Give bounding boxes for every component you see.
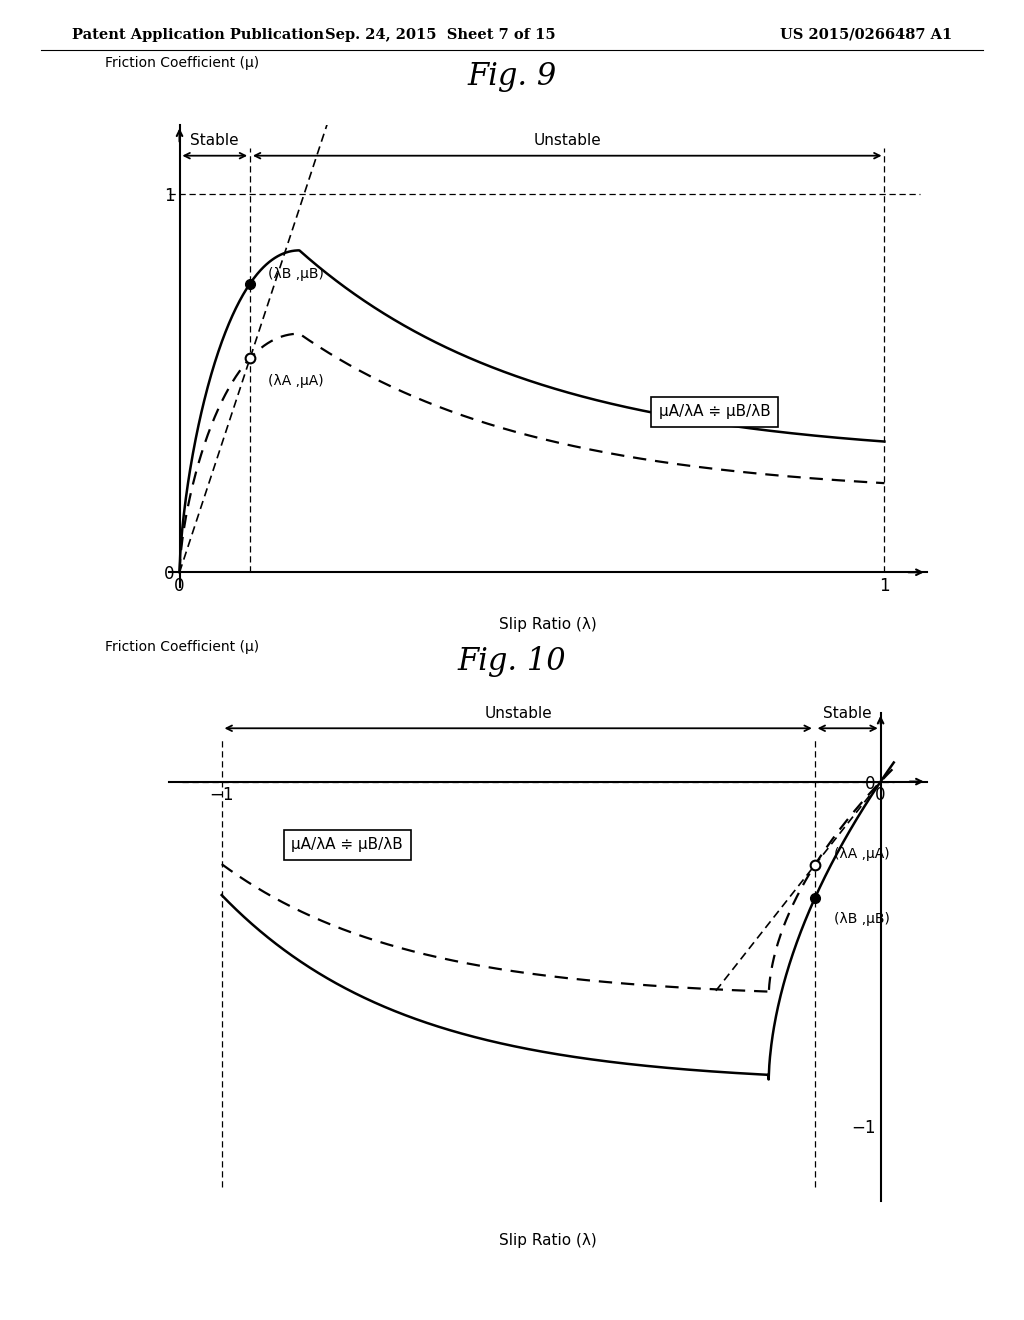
Text: Patent Application Publication: Patent Application Publication xyxy=(72,28,324,42)
Text: Stable: Stable xyxy=(190,133,239,148)
Text: (λB ,μB): (λB ,μB) xyxy=(267,267,324,281)
Text: Slip Ratio (λ): Slip Ratio (λ) xyxy=(499,1233,597,1247)
Text: (λB ,μB): (λB ,μB) xyxy=(835,912,890,925)
Text: Sep. 24, 2015  Sheet 7 of 15: Sep. 24, 2015 Sheet 7 of 15 xyxy=(325,28,556,42)
Text: Unstable: Unstable xyxy=(534,133,601,148)
Text: US 2015/0266487 A1: US 2015/0266487 A1 xyxy=(780,28,952,42)
Text: μA/λA ≑ μB/λB: μA/λA ≑ μB/λB xyxy=(291,837,402,853)
Text: Friction Coefficient (μ): Friction Coefficient (μ) xyxy=(104,55,259,70)
Text: Friction Coefficient (μ): Friction Coefficient (μ) xyxy=(104,640,259,655)
Text: (λA ,μA): (λA ,μA) xyxy=(835,847,890,862)
Text: Fig. 10: Fig. 10 xyxy=(458,647,566,677)
Text: (λA ,μA): (λA ,μA) xyxy=(267,374,324,388)
Text: Unstable: Unstable xyxy=(484,706,552,722)
Text: μA/λA ≑ μB/λB: μA/λA ≑ μB/λB xyxy=(658,404,770,420)
Text: Stable: Stable xyxy=(823,706,872,722)
Text: Slip Ratio (λ): Slip Ratio (λ) xyxy=(499,618,597,632)
Text: Fig. 9: Fig. 9 xyxy=(467,62,557,92)
